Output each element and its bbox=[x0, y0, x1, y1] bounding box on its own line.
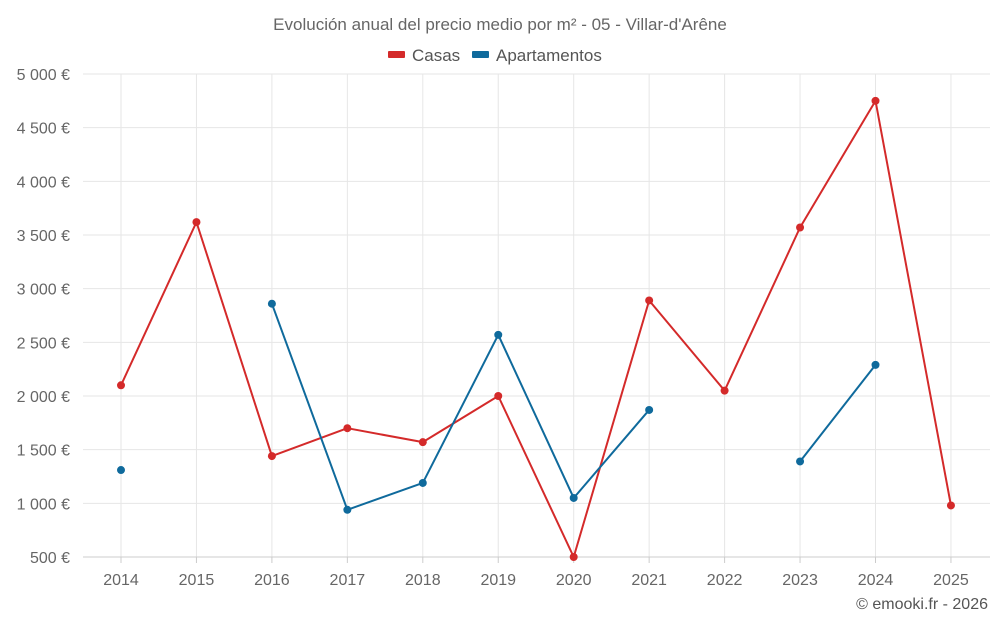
x-tick-label: 2018 bbox=[405, 572, 441, 589]
series-line-apartamentos bbox=[799, 364, 877, 463]
y-tick-label: 3 000 € bbox=[17, 282, 70, 299]
data-point-casas[interactable] bbox=[117, 381, 125, 390]
y-tick-label: 4 000 € bbox=[17, 174, 70, 191]
x-tick-label: 2016 bbox=[254, 572, 290, 589]
grid-layer bbox=[83, 73, 990, 558]
legend[interactable]: Casas Apartamentos bbox=[388, 46, 602, 65]
data-point-casas[interactable] bbox=[645, 296, 654, 305]
x-tick-label: 2024 bbox=[858, 572, 894, 589]
x-tick-label: 2014 bbox=[103, 572, 139, 589]
x-tick-label: 2019 bbox=[480, 572, 516, 589]
data-point-casas[interactable] bbox=[871, 96, 880, 105]
y-tick-label: 2 000 € bbox=[17, 389, 70, 406]
x-tick-label: 2021 bbox=[631, 572, 667, 589]
y-tick-label: 1 500 € bbox=[17, 443, 70, 460]
y-tick-label: 3 500 € bbox=[17, 228, 70, 245]
x-tick-label: 2023 bbox=[782, 572, 818, 589]
legend-swatch-apartamentos bbox=[472, 51, 489, 58]
data-point-apartamentos[interactable] bbox=[418, 478, 427, 487]
data-point-apartamentos[interactable] bbox=[267, 299, 276, 308]
y-tick-label: 4 500 € bbox=[17, 121, 70, 138]
legend-label-apartamentos: Apartamentos bbox=[496, 46, 602, 65]
data-point-casas[interactable] bbox=[494, 392, 503, 400]
chart-title: Evolución anual del precio medio por m² … bbox=[273, 15, 727, 34]
y-tick-label: 5 000 € bbox=[17, 67, 70, 84]
y-tick-label: 2 500 € bbox=[17, 335, 70, 352]
data-point-casas[interactable] bbox=[418, 438, 427, 447]
x-tick-label: 2025 bbox=[933, 572, 969, 589]
data-point-apartamentos[interactable] bbox=[494, 330, 503, 339]
data-point-casas[interactable] bbox=[946, 501, 955, 510]
data-point-apartamentos[interactable] bbox=[796, 457, 805, 466]
legend-swatch-casas bbox=[388, 51, 405, 58]
data-point-casas[interactable] bbox=[192, 218, 201, 227]
x-tick-label: 2015 bbox=[179, 572, 215, 589]
data-point-apartamentos[interactable] bbox=[117, 466, 125, 475]
data-point-apartamentos[interactable] bbox=[569, 493, 578, 502]
legend-item-casas[interactable]: Casas bbox=[388, 46, 460, 65]
data-point-apartamentos[interactable] bbox=[343, 505, 352, 514]
data-point-apartamentos[interactable] bbox=[871, 360, 880, 369]
credit-text: © emooki.fr - 2026 bbox=[856, 596, 988, 613]
x-tick-label: 2022 bbox=[707, 572, 743, 589]
y-tick-label: 500 € bbox=[30, 550, 70, 567]
data-point-casas[interactable] bbox=[569, 553, 578, 561]
series-line-apartamentos bbox=[270, 303, 650, 511]
x-tick-label: 2017 bbox=[330, 572, 366, 589]
data-point-casas[interactable] bbox=[796, 223, 805, 232]
series-line-casas bbox=[120, 99, 952, 558]
data-point-apartamentos[interactable] bbox=[645, 405, 654, 414]
legend-label-casas: Casas bbox=[412, 46, 460, 65]
data-point-casas[interactable] bbox=[343, 424, 352, 433]
data-point-casas[interactable] bbox=[720, 386, 729, 395]
series-layer bbox=[117, 96, 955, 561]
y-tick-label: 1 000 € bbox=[17, 496, 70, 513]
data-point-casas[interactable] bbox=[267, 452, 276, 461]
x-tick-label: 2020 bbox=[556, 572, 592, 589]
axis-layer: 500 € 1 000 € 1 500 € 2 000 € 2 500 € 3 000 €… bbox=[17, 67, 990, 589]
legend-item-apartamentos[interactable]: Apartamentos bbox=[472, 46, 602, 65]
